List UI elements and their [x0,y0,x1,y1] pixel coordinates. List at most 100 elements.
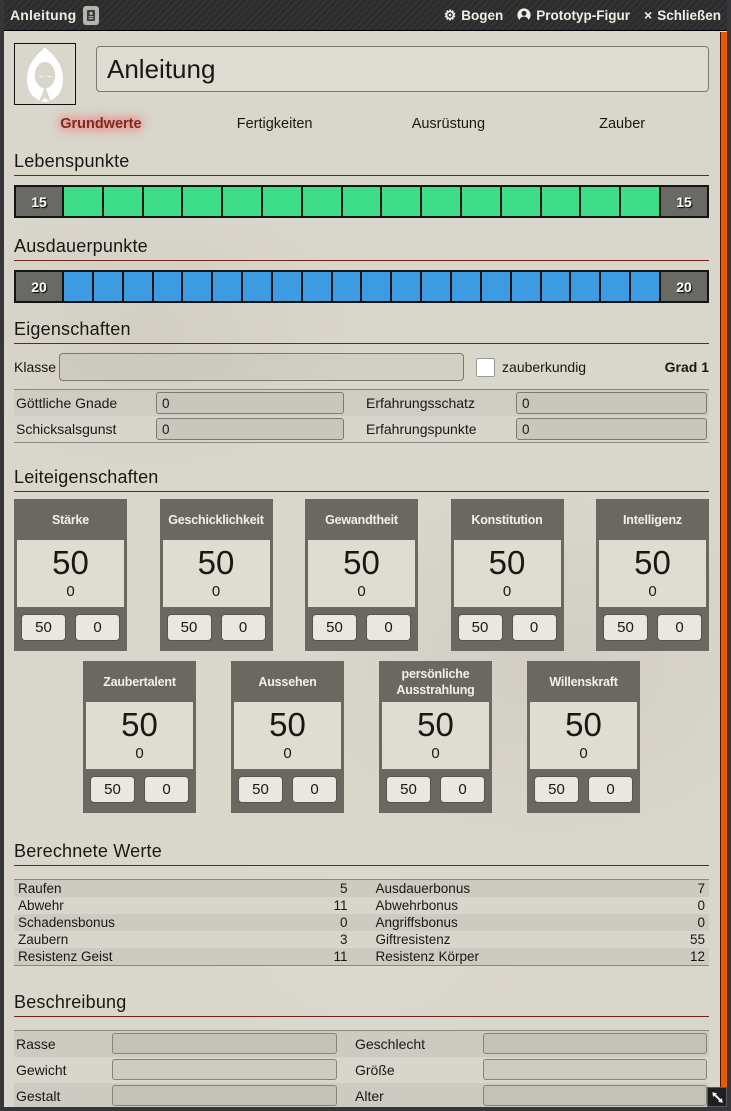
attribute-mod-input[interactable] [220,613,266,641]
attribute-card-willenskraft: Willenskraft 50 0 [527,660,640,813]
alter-input[interactable] [483,1085,707,1107]
attribute-bonus: 0 [357,582,366,600]
tab-grundwerte[interactable]: Grundwerte [60,116,142,132]
attribute-bonus: 0 [211,582,221,600]
calc-label: Abwehr [18,897,64,913]
bar-segment [121,272,152,301]
calc-row: Abwehr 11 Abwehrbonus 0 [14,896,709,914]
bar-segment [141,187,182,216]
attribute-card-zaubertalent: Zaubertalent 50 0 [83,660,196,813]
mystery-man-icon [15,44,75,104]
sheet-config-button[interactable]: ⚙ Bogen [444,8,504,23]
user-circle-icon [517,8,531,22]
attribute-value: 50 [121,705,158,743]
calc-label: Resistenz Körper [375,948,480,964]
attribute-value: 50 [417,705,454,743]
attribute-card-staerke: Stärke 50 0 [14,499,127,651]
attribute-mod-input[interactable] [366,613,411,641]
attribute-mod-input[interactable] [144,775,189,803]
character-portrait[interactable] [14,43,76,105]
sheet-header [14,43,709,105]
attribute-card-konstitution: Konstitution 50 0 [450,499,564,651]
attribute-mod-input[interactable] [292,775,337,803]
attribute-mod-input[interactable] [440,775,485,803]
geschlecht-label: Geschlecht [355,1035,426,1052]
bar-segment [449,272,480,301]
tab-zauber[interactable]: Zauber [599,116,646,132]
bar-segment [539,272,570,301]
attribute-mod-input[interactable] [75,613,120,641]
attribute-card-aussehen: Aussehen 50 0 [231,660,344,813]
erfahrungspunkte-input[interactable] [516,418,707,440]
attribute-base-input[interactable] [21,613,66,641]
attribute-base-input[interactable] [90,775,135,803]
calc-value: 0 [339,914,348,930]
zauberkundig-checkbox[interactable] [476,357,496,377]
attribute-value: 50 [488,544,526,581]
attribute-card-intelligenz: Intelligenz 50 0 [596,499,709,651]
attribute-value: 50 [52,544,89,581]
gewicht-input[interactable] [112,1059,337,1081]
erfahrungsschatz-input[interactable] [516,392,707,414]
klasse-row: Klasse zauberkundig Grad 1 [14,352,709,382]
gewicht-label: Gewicht [16,1061,67,1078]
attribute-base-input[interactable] [166,613,212,641]
tab-ausruestung[interactable]: Ausrüstung [411,116,486,132]
attribute-base-input[interactable] [534,775,579,803]
attribute-base-input[interactable] [457,613,503,641]
vertical-scrollbar[interactable] [720,32,727,1107]
attribute-name: Geschicklichkeit [162,502,270,540]
bar-segment [330,272,361,301]
bar-segment [181,272,212,301]
attribute-base-input[interactable] [603,613,648,641]
calc-value: 11 [333,897,348,913]
attribute-base-input[interactable] [238,775,283,803]
calc-value: 11 [333,948,348,964]
bar-segment [64,187,102,216]
attribute-base-input[interactable] [386,775,431,803]
close-label: Schließen [657,7,721,23]
close-icon: × [644,7,653,23]
erfahrungspunkte-label: Erfahrungspunkte [366,421,477,437]
attribute-name: Zaubertalent [86,663,193,702]
attribute-name: Intelligenz [599,502,706,540]
description-table: Rasse Geschlecht Gewicht Größe Gestalt A… [14,1029,709,1107]
bar-segment [619,187,659,216]
resize-handle[interactable] [707,1087,727,1107]
attribute-card-geschicklichkeit: Geschicklichkeit 50 0 [159,499,273,651]
bar-segment [420,272,450,301]
calc-row: Schadensbonus 0 Angriffsbonus 0 [14,913,709,931]
tab-fertigkeiten[interactable]: Fertigkeiten [236,116,313,132]
document-id-icon[interactable] [83,5,100,25]
bar-segment [300,187,341,216]
schicksalsgunst-input[interactable] [156,418,344,440]
attribute-value: 50 [565,705,602,743]
attribute-mod-input[interactable] [588,775,633,803]
groesse-label: Größe [355,1061,395,1078]
calc-label: Resistenz Geist [18,948,113,964]
gestalt-label: Gestalt [16,1087,61,1104]
groesse-input[interactable] [483,1059,707,1081]
gestalt-input[interactable] [112,1085,337,1107]
attribute-mod-input[interactable] [511,613,557,641]
ap-max: 20 [659,272,707,301]
ap-current: 20 [16,272,64,301]
character-name-input[interactable] [96,46,709,92]
rasse-input[interactable] [112,1033,337,1055]
bar-segment [300,272,331,301]
window-titlebar[interactable]: Anleitung ⚙ Bogen Prototyp-Figur [4,0,727,31]
section-title-leiteigenschaften: Leiteigenschaften [14,467,709,492]
calc-label: Abwehrbonus [375,897,459,913]
close-button[interactable]: × Schließen [644,8,721,23]
bar-segment [539,187,580,216]
attribute-cards-row2: Zaubertalent 50 0 Aussehen 50 0 [14,660,709,813]
geschlecht-input[interactable] [483,1033,707,1055]
attribute-mod-input[interactable] [657,613,702,641]
bar-segment [64,272,92,301]
window-title: Anleitung [10,7,77,23]
goettliche-gnade-input[interactable] [156,392,344,414]
prototype-token-button[interactable]: Prototyp-Figur [517,8,630,23]
attribute-base-input[interactable] [312,613,357,641]
attribute-name: Aussehen [234,663,341,702]
klasse-input[interactable] [59,353,465,381]
